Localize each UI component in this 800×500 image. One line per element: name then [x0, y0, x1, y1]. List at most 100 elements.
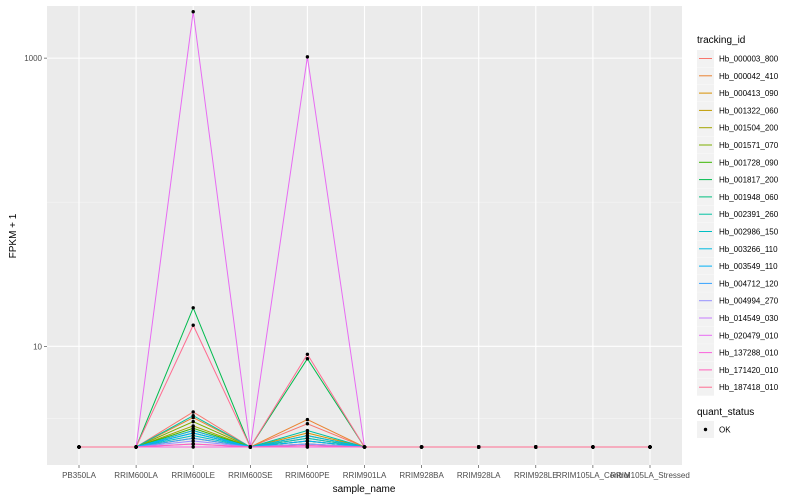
x-tick-label: RRIM928LA	[457, 471, 501, 480]
x-tick-label: RRIM600SE	[228, 471, 272, 480]
x-tick-label: RRIM600LA	[114, 471, 158, 480]
x-tick-label: RRIM600PE	[285, 471, 329, 480]
legend-item: Hb_137288_010	[697, 344, 779, 362]
x-tick-label: RRIM105LA_Control	[556, 471, 630, 480]
x-tick-label: RRIM928LE	[514, 471, 558, 480]
data-point	[248, 445, 252, 449]
shape-legend-items: OK	[697, 421, 731, 438]
legend-label: Hb_000413_090	[719, 89, 779, 98]
legend-item: Hb_002391_260	[697, 205, 779, 223]
legend-label: Hb_020479_010	[719, 331, 779, 340]
data-point	[305, 439, 310, 443]
legend-item: Hb_171420_010	[697, 361, 779, 379]
data-point	[305, 431, 310, 435]
data-point	[305, 55, 310, 59]
data-point	[191, 442, 195, 446]
data-point	[305, 433, 310, 438]
data-point	[362, 445, 367, 449]
legend-item: Hb_001504_200	[697, 119, 779, 137]
data-point	[305, 357, 310, 361]
legend-label: Hb_004712_120	[719, 279, 779, 288]
data-point	[191, 433, 195, 438]
data-point	[477, 445, 481, 449]
data-point	[191, 428, 195, 433]
x-tick-label: RRIM105LA_Stressed	[610, 471, 690, 480]
y-axis-title: FPKM + 1	[8, 213, 19, 258]
legend-item: Hb_003266_110	[697, 240, 778, 258]
legend-label: Hb_003266_110	[719, 245, 778, 254]
data-point	[191, 413, 195, 418]
data-point	[191, 9, 195, 14]
legend-item: Hb_004712_120	[697, 274, 779, 292]
shape-legend-point	[703, 427, 708, 432]
data-point	[134, 445, 138, 449]
data-point	[534, 445, 538, 449]
x-tick-label: RRIM928BA	[399, 471, 444, 480]
legend-item: Hb_004994_270	[697, 292, 779, 310]
shape-legend-item: OK	[697, 421, 731, 438]
data-point	[191, 410, 195, 414]
legend-label: Hb_002986_150	[719, 228, 779, 237]
legend-label: Hb_002391_260	[719, 210, 779, 219]
legend-label: Hb_004994_270	[719, 297, 779, 306]
data-point	[305, 417, 310, 422]
data-point	[305, 428, 310, 433]
data-point	[591, 445, 595, 449]
legend-label: Hb_001504_200	[719, 124, 779, 133]
legend-item: Hb_000003_800	[697, 50, 779, 67]
legend-label: Hb_001728_090	[719, 158, 779, 167]
y-axis: 10 1000	[24, 54, 47, 351]
legend-items: Hb_000003_800 Hb_000042_410 Hb_000413_090 H…	[697, 50, 779, 396]
legend-label: Hb_001322_060	[719, 106, 779, 115]
grid-major	[47, 6, 682, 465]
shape-legend-label: OK	[719, 426, 731, 435]
data-point	[191, 419, 195, 424]
data-point	[648, 445, 652, 449]
data-point	[191, 431, 195, 435]
data-point	[191, 426, 195, 430]
legend-label: Hb_000042_410	[719, 72, 779, 81]
data-point	[191, 323, 195, 327]
legend-item: Hb_001571_070	[697, 136, 779, 154]
legend-label: Hb_001817_200	[719, 176, 779, 185]
legend-label: Hb_001948_060	[719, 193, 779, 202]
legend: tracking_id Hb_000003_800Hb_000042_410Hb…	[697, 35, 779, 438]
legend-item: Hb_187418_010	[697, 378, 779, 396]
legend-item: Hb_000042_410	[697, 67, 779, 85]
x-tick-label: RRIM600LE	[171, 471, 215, 480]
x-tick-label: PB350LA	[62, 471, 96, 480]
data-point	[191, 306, 195, 310]
series-points	[77, 9, 652, 449]
data-point	[191, 436, 195, 440]
data-point	[305, 436, 310, 440]
legend-label: Hb_137288_010	[719, 349, 779, 358]
y-tick-label: 1000	[24, 54, 42, 63]
legend-item: Hb_001322_060	[697, 101, 779, 119]
legend-item: Hb_001728_090	[697, 153, 779, 171]
x-axis-title: sample_name	[333, 484, 396, 495]
legend-label: Hb_187418_010	[719, 383, 779, 392]
legend-label: Hb_171420_010	[719, 366, 779, 375]
legend-item: Hb_003549_110	[697, 257, 778, 275]
data-point	[305, 422, 310, 426]
legend-item: Hb_001817_200	[697, 171, 779, 189]
data-point	[305, 443, 310, 448]
legend-title: tracking_id	[697, 35, 745, 46]
data-point	[77, 445, 81, 449]
legend-item: Hb_020479_010	[697, 326, 779, 344]
x-tick-label: RRIM901LA	[343, 471, 387, 480]
x-axis: PB350LA RRIM600LA RRIM600LE RRIM600SE RRIM60…	[62, 465, 690, 480]
shape-legend-title: quant_status	[697, 407, 754, 418]
legend-item: Hb_001948_060	[697, 188, 779, 206]
legend-item: Hb_002986_150	[697, 223, 779, 240]
legend-item: Hb_000413_090	[697, 84, 779, 102]
legend-label: Hb_001571_070	[719, 141, 779, 150]
legend-item: Hb_014549_030	[697, 309, 779, 327]
data-point	[191, 445, 195, 449]
y-tick-label: 10	[33, 342, 42, 351]
legend-label: Hb_014549_030	[719, 314, 779, 323]
data-point	[305, 352, 310, 356]
data-point	[419, 445, 424, 449]
legend-label: Hb_000003_800	[719, 55, 779, 64]
